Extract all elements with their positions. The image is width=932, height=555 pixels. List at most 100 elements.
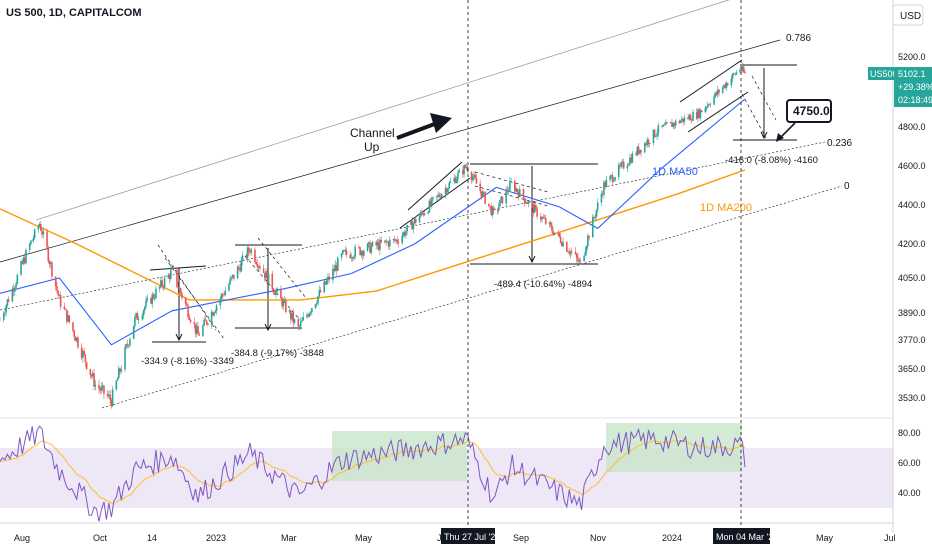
- candle-body: [353, 256, 355, 259]
- candle-body: [314, 304, 317, 309]
- candle-body: [723, 84, 725, 88]
- candle-body: [337, 257, 339, 271]
- target-box: [786, 99, 832, 123]
- candle-body: [543, 218, 546, 219]
- candle-body: [438, 194, 441, 197]
- rsi-tick-label: 40.00: [898, 488, 921, 498]
- candle-body: [492, 207, 495, 211]
- candle-body: [474, 174, 477, 179]
- candle-body: [324, 281, 327, 285]
- candle-body: [436, 195, 438, 198]
- candle-body: [656, 133, 658, 136]
- candle-body: [655, 135, 657, 137]
- candle-body: [219, 298, 222, 306]
- candle-body: [280, 288, 282, 299]
- candle-body: [350, 257, 353, 259]
- candle-body: [214, 311, 217, 313]
- candle-body: [577, 257, 579, 262]
- candle-body: [167, 274, 170, 279]
- candle-body: [351, 257, 354, 259]
- candle-body: [412, 223, 415, 230]
- candle-body: [600, 193, 603, 203]
- candle-body: [548, 222, 551, 224]
- candle-body: [489, 205, 491, 207]
- candle-body: [328, 276, 330, 280]
- candle-body: [153, 297, 156, 299]
- candle-body: [540, 216, 542, 220]
- candle-body: [683, 117, 686, 122]
- candle-body: [437, 194, 439, 196]
- candle-body: [162, 286, 165, 288]
- candle-body: [439, 196, 442, 199]
- price-tag-change: +29.38%: [898, 82, 932, 92]
- candle-body: [215, 305, 218, 312]
- price-tick-label: 5200.0: [898, 52, 926, 62]
- candle-body: [613, 180, 615, 182]
- candle-body: [499, 199, 501, 207]
- candle-body: [358, 246, 360, 248]
- time-tick-label: Aug: [14, 533, 30, 543]
- fib-0236-label: 0.236: [827, 138, 852, 149]
- candle-body: [332, 268, 334, 280]
- candle-body: [15, 283, 17, 288]
- candle-body: [490, 205, 493, 216]
- price-tick-label: 4400.0: [898, 200, 926, 210]
- candle-body: [115, 380, 118, 390]
- pattern-dash: [164, 257, 226, 341]
- candle-body: [316, 303, 318, 305]
- candle-body: [428, 200, 431, 213]
- candle-body: [341, 250, 344, 254]
- candle-body: [595, 209, 598, 217]
- candle-body: [238, 266, 240, 268]
- candle-body: [47, 247, 50, 262]
- candle-body: [531, 201, 533, 204]
- candle-body: [230, 277, 233, 279]
- candle-body: [275, 291, 277, 295]
- candle-body: [20, 261, 22, 275]
- candle-body: [48, 261, 51, 264]
- candle-body: [697, 109, 699, 119]
- candle-body: [293, 319, 296, 323]
- candle-body: [360, 251, 363, 255]
- candle-body: [552, 230, 554, 235]
- channel-up-arrow: [396, 120, 441, 140]
- measure-arrowhead: [760, 131, 768, 140]
- candle-body: [596, 202, 599, 210]
- candle-body: [497, 206, 500, 211]
- candle-body: [38, 224, 41, 227]
- candle-body: [604, 182, 606, 187]
- target-arrow: [779, 122, 796, 139]
- candle-body: [30, 240, 32, 245]
- pattern-dash: [157, 244, 217, 331]
- candle-body: [334, 265, 337, 272]
- currency-box[interactable]: [892, 4, 924, 26]
- candle-body: [535, 204, 537, 208]
- candle-body: [491, 207, 494, 216]
- candle-body: [254, 249, 256, 262]
- candle-body: [627, 164, 630, 166]
- candle-body: [427, 212, 429, 214]
- candle-body: [505, 189, 507, 204]
- candle-body: [705, 107, 708, 108]
- rsi-highlight: [332, 431, 467, 481]
- candle-body: [141, 315, 144, 320]
- candle-body: [735, 72, 738, 75]
- candle-body: [64, 308, 67, 310]
- candle-body: [626, 165, 629, 169]
- candle-body: [718, 89, 720, 93]
- candle-body: [645, 143, 647, 146]
- candle-body: [380, 239, 382, 243]
- candle-body: [567, 251, 569, 253]
- candle-body: [327, 276, 329, 281]
- candle-body: [387, 241, 390, 247]
- candle-body: [285, 300, 287, 313]
- candle-body: [163, 278, 166, 288]
- candle-body: [83, 351, 85, 355]
- candle-body: [256, 264, 259, 268]
- currency-label[interactable]: USD: [900, 11, 921, 22]
- measure-4-label: -416.0 (-8.08%) -4160: [725, 155, 818, 166]
- candle-body: [103, 385, 105, 394]
- candle-body: [245, 255, 248, 259]
- candle-body: [418, 216, 421, 223]
